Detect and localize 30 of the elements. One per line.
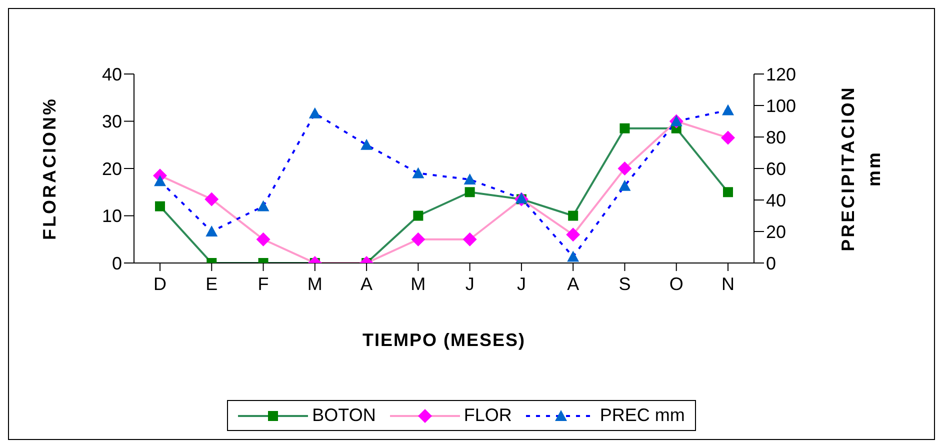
y2-tick-label: 40 — [766, 190, 786, 210]
y-tick-label: 20 — [102, 158, 122, 179]
x-tick-label: F — [258, 274, 269, 294]
y2-tick-label: 20 — [766, 222, 786, 242]
x-tick-label: A — [567, 274, 580, 294]
y2-tick-label: 0 — [766, 253, 776, 274]
y-tick-label: 40 — [102, 64, 122, 84]
x-tick-label: O — [669, 274, 684, 294]
legend-label: PREC mm — [600, 405, 685, 426]
y-tick-label: 30 — [102, 112, 122, 132]
x-tick-label: J — [465, 274, 474, 294]
y2-tick-label: 120 — [766, 64, 796, 84]
y2-tick-label: 80 — [766, 127, 786, 148]
x-tick-label: D — [154, 274, 166, 294]
x-tick-label: M — [410, 274, 426, 294]
x-tick-label: E — [206, 274, 218, 294]
legend-label: BOTON — [312, 405, 376, 426]
x-axis-title: TIEMPO (MESES) — [362, 330, 526, 350]
x-tick-label: J — [516, 274, 526, 294]
y2-tick-label: 100 — [766, 96, 796, 116]
y-tick-label: 10 — [102, 206, 122, 226]
y-tick-label: 0 — [112, 253, 122, 274]
legend-label: FLOR — [464, 405, 512, 426]
y2-tick-label: 60 — [766, 158, 786, 179]
x-tick-label: S — [618, 274, 631, 294]
y2-axis-title: PRECIPITACION mm — [838, 86, 884, 252]
x-tick-label: M — [307, 274, 322, 294]
x-tick-label: A — [360, 274, 373, 294]
y-axis-title: FLORACION% — [39, 97, 60, 240]
x-tick-label: N — [722, 274, 734, 294]
